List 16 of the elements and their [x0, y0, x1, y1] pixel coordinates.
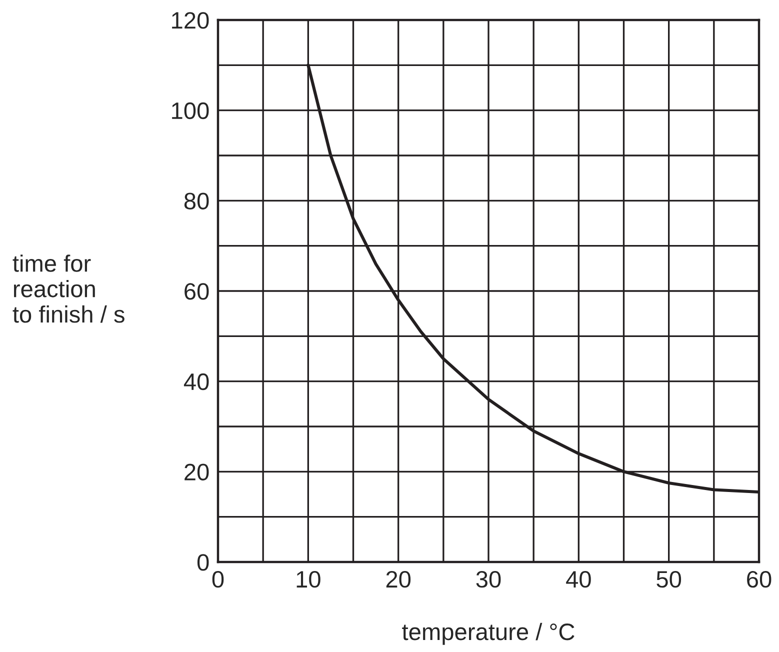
y-tick-label: 80 [184, 192, 209, 210]
x-tick-label: 40 [566, 570, 591, 588]
x-tick-label: 60 [747, 570, 772, 588]
x-tick-label: 50 [656, 570, 682, 588]
y-tick-label: 0 [197, 554, 209, 571]
x-tick-label: 30 [476, 570, 501, 588]
x-tick-label: 0 [212, 570, 224, 588]
x-tick-label: 10 [296, 570, 320, 588]
y-tick-label: 20 [184, 464, 209, 480]
x-axis-title: temperature / °C [402, 622, 574, 645]
y-tick-label: 120 [172, 12, 209, 29]
x-tick-label: 20 [386, 570, 411, 588]
y-axis-title: time for reaction to finish / s [12, 254, 124, 323]
y-tick-label: 100 [172, 102, 209, 120]
y-tick-label: 60 [184, 283, 209, 300]
y-tick-label: 40 [184, 373, 209, 390]
